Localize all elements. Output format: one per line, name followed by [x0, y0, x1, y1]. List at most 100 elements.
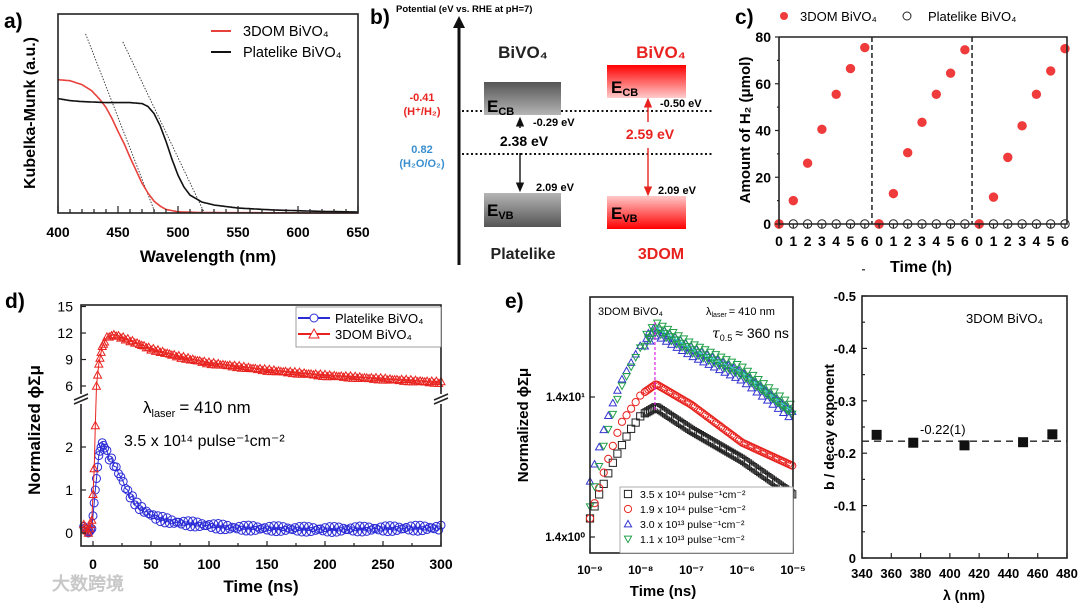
data-point: [227, 361, 238, 371]
y-tick-label: 0: [65, 525, 73, 541]
data-point: [88, 489, 98, 498]
fluence-dependent-decay-points: [585, 319, 797, 523]
data-point: [403, 376, 414, 386]
data-point: [266, 366, 277, 376]
x-tick-label: 460: [1027, 566, 1049, 581]
legend-box-d: [295, 306, 442, 348]
y-tick-label: 0: [763, 216, 771, 232]
data-point: [590, 499, 599, 508]
data-point: [429, 378, 439, 387]
data-point: [297, 527, 307, 537]
x-tick-label: 2: [804, 233, 812, 249]
data-point: [271, 366, 282, 376]
data-point: [373, 374, 384, 384]
data-point: [158, 511, 168, 521]
data-point: [211, 359, 221, 369]
x-tick-label: 3: [818, 233, 826, 249]
data-point: [784, 412, 794, 421]
platelike-vb-box: [484, 193, 561, 227]
data-point: [354, 371, 365, 381]
x-tick-label: 4: [832, 233, 840, 249]
data-point: [626, 363, 636, 372]
data-point: [762, 395, 772, 404]
axis-ticks-f: 0 -0.1 -0.2 -0.3 -0.4 -0.5 340 360 380 400 420 440 4…: [834, 269, 1078, 581]
data-point: [413, 526, 423, 536]
x-axis-title-c: Time (h): [890, 259, 952, 276]
data-point: [283, 367, 293, 377]
data-point: [262, 366, 272, 375]
data-point: [622, 366, 631, 375]
data-point: [656, 333, 666, 342]
data-point: [127, 491, 137, 501]
data-point: [232, 524, 242, 534]
panel-label-d: d): [5, 290, 25, 313]
data-point: [590, 502, 599, 511]
data-point: [274, 521, 284, 531]
legend-marker-3dom-d: [308, 327, 320, 339]
data-point: [590, 483, 600, 492]
legend-label-3dom: 3DOM BiVO₄: [243, 24, 329, 40]
data-point: [385, 373, 395, 383]
data-point: [357, 527, 367, 537]
data-point: [383, 527, 393, 537]
data-point: [415, 520, 425, 530]
x-axis-title-f: λ (nm): [943, 587, 985, 603]
data-point: [419, 376, 430, 386]
data-point: [604, 469, 613, 478]
data-point: [378, 526, 388, 536]
data-point: [396, 374, 407, 383]
data-point: [725, 370, 735, 379]
data-point: [301, 527, 311, 537]
platelike-gap-value: 2.38 eV: [500, 133, 549, 149]
data-point: [125, 336, 135, 346]
data-point: [178, 516, 188, 526]
data-point: [134, 505, 144, 515]
legend-label-platelike-d: Platelike BiVO₄: [335, 311, 423, 326]
dom3-cb-value: -0.50 eV: [660, 98, 702, 110]
data-point: [385, 521, 395, 531]
data-point: [599, 425, 609, 434]
data-point: [635, 344, 645, 353]
data-point: [720, 367, 730, 376]
x-tick-label: 3: [918, 233, 926, 249]
data-point: [888, 188, 899, 199]
x-tick-label: 400: [46, 224, 70, 240]
data-point: [317, 371, 328, 380]
y-axis-title-a: Kubelka-Munk (a.u.): [22, 37, 39, 189]
data-point: [757, 391, 767, 400]
data-point: [336, 526, 346, 536]
x-tick-label: 10⁻⁵: [780, 563, 805, 577]
tangent-line-0: [85, 33, 156, 214]
data-point: [599, 468, 608, 477]
data-point: [91, 474, 101, 484]
data-point: [631, 349, 641, 358]
data-point: [746, 383, 756, 392]
data-point: [603, 410, 613, 419]
x-tick-label: 4: [932, 233, 940, 249]
data-point: [148, 510, 158, 520]
data-point: [603, 425, 613, 434]
dom3-title: BiVO₄: [636, 43, 686, 62]
x-tick-label: 50: [143, 556, 159, 572]
dom3-ecb-label: ECB: [611, 78, 638, 99]
data-point: [216, 525, 226, 535]
x-tick-label: 480: [1056, 566, 1078, 581]
platelike-evb-label: EVB: [487, 201, 514, 222]
sample-annotation-e: 3DOM BiVO₄: [598, 306, 664, 318]
data-point: [311, 525, 321, 535]
sample-annotation-f: 3DOM BiVO₄: [966, 311, 1043, 326]
data-point: [332, 527, 342, 537]
data-point: [322, 371, 333, 381]
tangent-line-1: [122, 41, 205, 214]
data-point: [269, 521, 279, 531]
y-tick-label: 6: [65, 378, 73, 394]
data-point: [350, 522, 360, 532]
data-point: [296, 369, 307, 378]
data-point: [817, 124, 827, 135]
x-axis-ticks-a: 400 450 500 550 600 650: [46, 206, 370, 240]
data-point: [243, 520, 253, 530]
data-point: [617, 440, 627, 450]
data-point: [104, 331, 115, 341]
data-point: [248, 521, 258, 531]
data-point: [218, 519, 228, 529]
